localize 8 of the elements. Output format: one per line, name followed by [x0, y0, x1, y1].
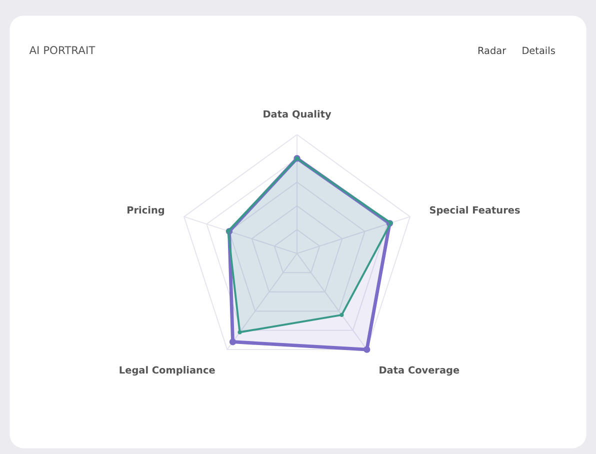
chart-title: AI PORTRAIT — [29, 44, 96, 57]
spoke-label: Legal Compliance — [118, 366, 216, 377]
spoke-label: Pricing — [126, 205, 165, 216]
spoke-label: Special Features — [429, 205, 520, 216]
spoke-label: Data Coverage — [378, 366, 460, 377]
spoke-label: Data Quality — [262, 109, 332, 120]
text: Details — [522, 46, 556, 57]
text: Radar — [477, 46, 506, 57]
